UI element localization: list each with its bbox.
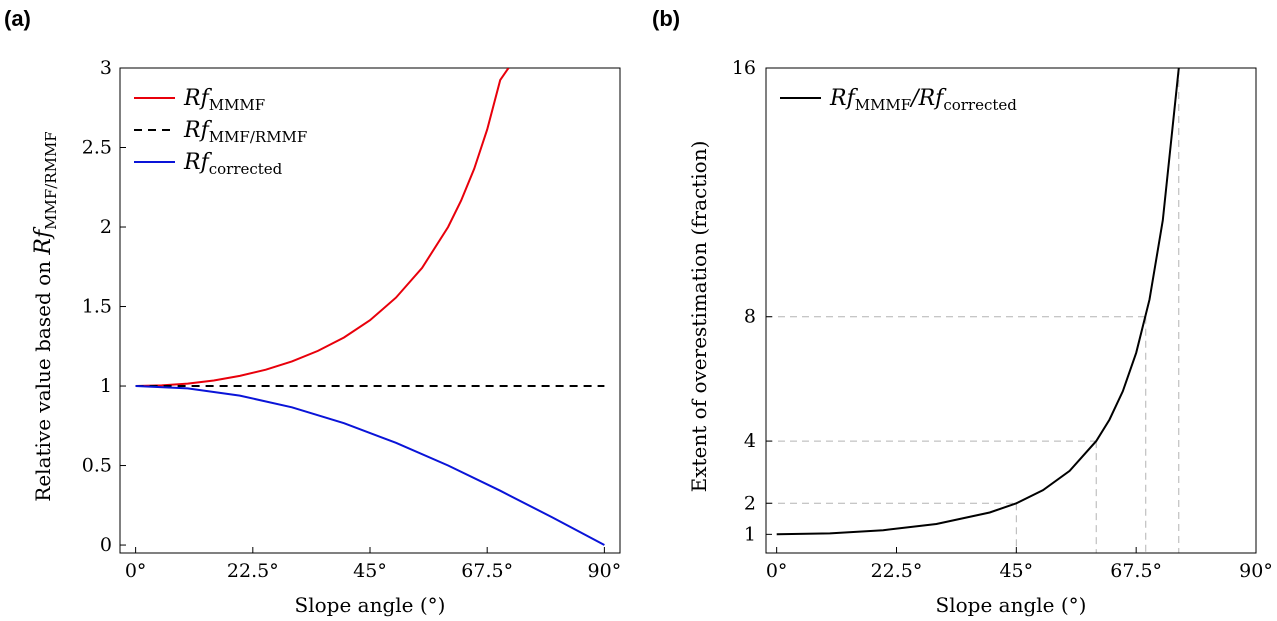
x-tick-label-b: 90°	[1239, 560, 1273, 582]
x-tick-label-a: 0°	[125, 560, 147, 582]
series-line-a-corrected	[135, 385, 605, 546]
y-tick-label-a: 0	[100, 534, 112, 556]
y-tick-label-b: 8	[744, 306, 756, 328]
y-tick-label-b: 4	[744, 430, 756, 452]
y-tick-label-b: 2	[744, 492, 756, 514]
x-tick-label-b: 0°	[766, 560, 788, 582]
y-tick-label-a: 1	[100, 375, 112, 397]
legend-label-b: RfMMMF/Rfcorrected	[829, 86, 1017, 114]
panel-label-b: (b)	[652, 6, 681, 31]
y-tick-label-b: 1	[744, 523, 756, 545]
x-tick-label-b: 45°	[999, 560, 1033, 582]
x-tick-label-a: 45°	[353, 560, 387, 582]
panel-label-a: (a)	[4, 6, 31, 31]
legend-label-a: Rfcorrected	[183, 150, 283, 178]
chart-b: 0° 22.5° 45° 67.5° 90° 1 2 4 8 16 Slope angle (°) E…	[687, 57, 1273, 617]
series-line-a-mmmf	[135, 68, 510, 387]
y-axis-title-a: Relative value based on RfMMF/RMMF	[31, 131, 60, 501]
legend-label-a: RfMMF/RMMF	[183, 118, 307, 146]
y-tick-label-b: 16	[732, 57, 756, 79]
x-tick-label-b: 67.5°	[1110, 560, 1162, 582]
y-axis-title-b: Extent of overestimation (fraction)	[687, 141, 711, 493]
x-tick-label-a: 22.5°	[227, 560, 279, 582]
x-tick-label-b: 22.5°	[871, 560, 923, 582]
chart-a: 0° 22.5° 45° 67.5° 90° 0 0.5 1 1.5 2 2.5 3 Slope ang…	[31, 57, 621, 617]
plot-frame-b	[765, 67, 1257, 554]
y-tick-label-a: 0.5	[82, 455, 112, 477]
series-line-b	[776, 67, 1180, 536]
x-tick-label-a: 67.5°	[461, 560, 513, 582]
y-tick-label-a: 2	[100, 216, 112, 238]
y-tick-label-a: 2.5	[82, 137, 112, 159]
y-tick-label-a: 1.5	[82, 296, 112, 318]
x-tick-label-a: 90°	[588, 560, 622, 582]
y-tick-label-a: 3	[100, 57, 112, 79]
x-axis-title-b: Slope angle (°)	[936, 593, 1087, 617]
x-axis-title-a: Slope angle (°)	[295, 593, 446, 617]
legend-label-a: RfMMMF	[183, 86, 265, 114]
